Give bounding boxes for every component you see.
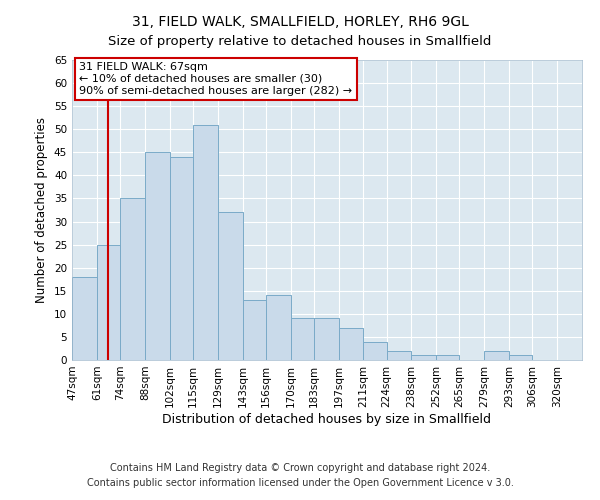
- Bar: [242, 300, 266, 360]
- Bar: [509, 356, 532, 360]
- Bar: [145, 152, 170, 360]
- Bar: [338, 328, 364, 360]
- Bar: [170, 157, 193, 360]
- Bar: [484, 351, 509, 360]
- Bar: [364, 342, 386, 360]
- Bar: [120, 198, 145, 360]
- Bar: [412, 356, 436, 360]
- Bar: [218, 212, 242, 360]
- Bar: [266, 296, 290, 360]
- Text: Size of property relative to detached houses in Smallfield: Size of property relative to detached ho…: [109, 35, 491, 48]
- Bar: [97, 244, 120, 360]
- Text: 31, FIELD WALK, SMALLFIELD, HORLEY, RH6 9GL: 31, FIELD WALK, SMALLFIELD, HORLEY, RH6 …: [131, 15, 469, 29]
- Bar: [314, 318, 338, 360]
- Text: Contains HM Land Registry data © Crown copyright and database right 2024.
Contai: Contains HM Land Registry data © Crown c…: [86, 462, 514, 487]
- Bar: [436, 356, 460, 360]
- Bar: [72, 277, 97, 360]
- X-axis label: Distribution of detached houses by size in Smallfield: Distribution of detached houses by size …: [163, 412, 491, 426]
- Bar: [193, 124, 218, 360]
- Y-axis label: Number of detached properties: Number of detached properties: [35, 117, 49, 303]
- Bar: [386, 351, 412, 360]
- Bar: [290, 318, 314, 360]
- Text: 31 FIELD WALK: 67sqm
← 10% of detached houses are smaller (30)
90% of semi-detac: 31 FIELD WALK: 67sqm ← 10% of detached h…: [79, 62, 352, 96]
